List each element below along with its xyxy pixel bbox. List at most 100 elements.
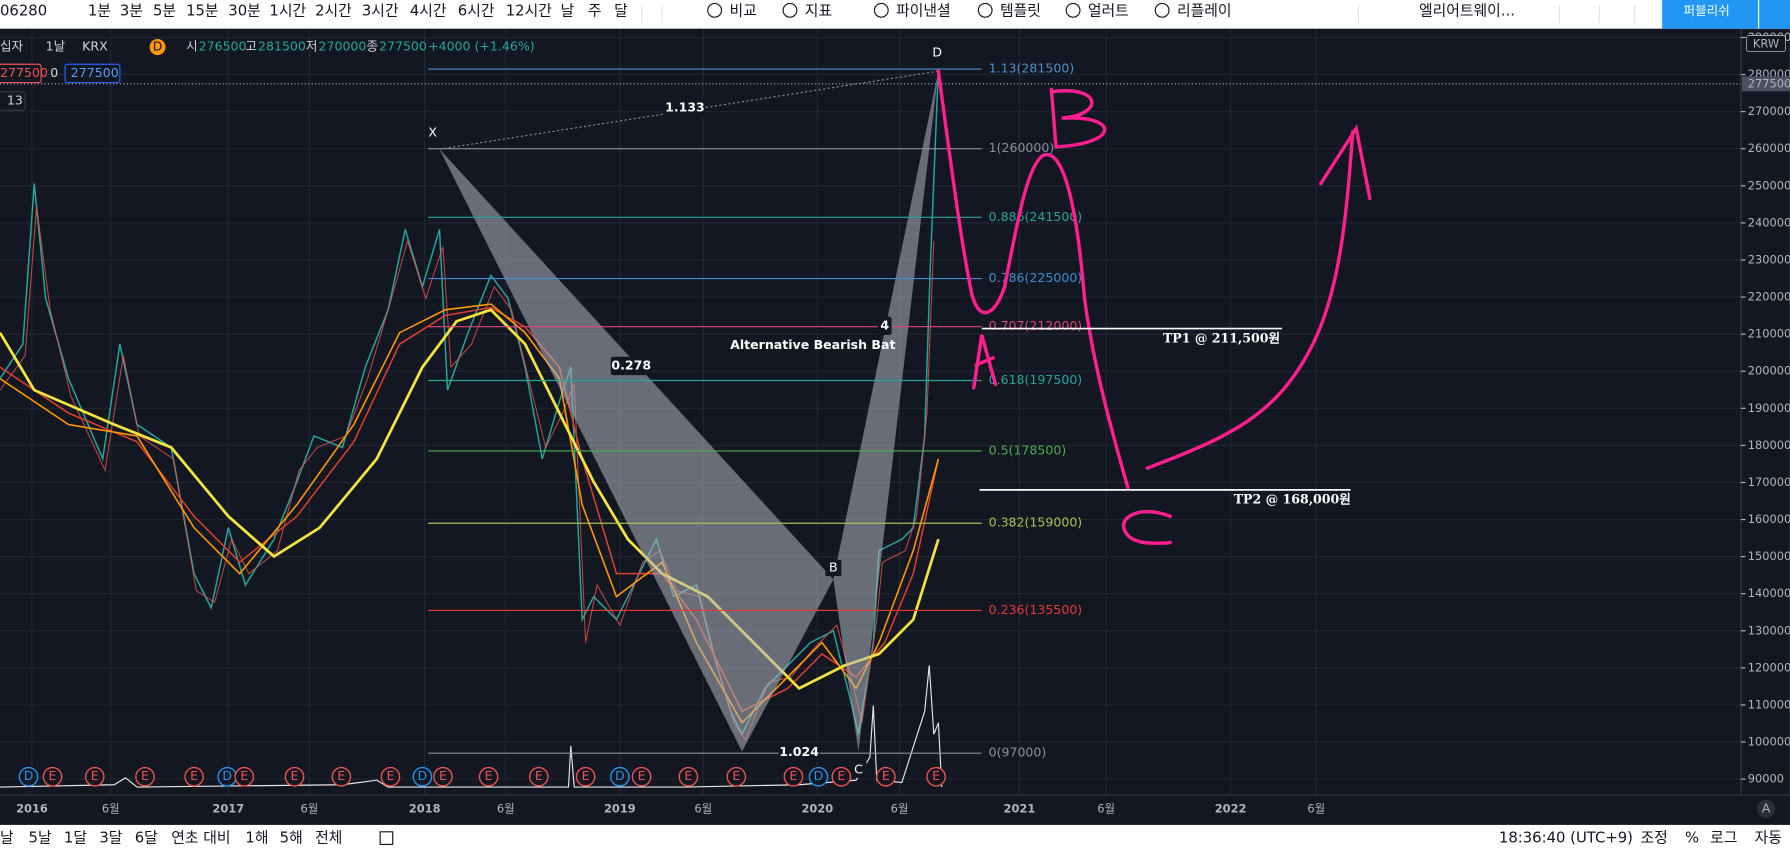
- input-value: 277500: [0, 65, 48, 80]
- interval-button[interactable]: 1시간: [269, 1, 306, 19]
- event-marker[interactable]: [42, 766, 63, 787]
- pattern-point-box: [825, 559, 842, 576]
- event-marker[interactable]: [433, 766, 453, 787]
- y-tick-label: 110000: [1748, 697, 1790, 711]
- x-tick-label: 2022: [1215, 801, 1247, 815]
- toolbar: [0, 0, 1790, 29]
- event-marker[interactable]: [808, 766, 829, 787]
- template-select[interactable]: 엘리어트웨이...: [1419, 1, 1515, 19]
- range-button[interactable]: 1해: [245, 829, 268, 847]
- event-marker[interactable]: [478, 766, 499, 787]
- range-button[interactable]: 6달: [135, 829, 158, 847]
- range-button[interactable]: 연초 대비: [171, 829, 230, 847]
- clock: 18:36:40 (UTC+9): [1499, 829, 1633, 847]
- event-label: E: [49, 768, 57, 783]
- y-tick-label: 220000: [1748, 290, 1790, 304]
- event-marker[interactable]: [380, 766, 401, 787]
- price-candles-down: [0, 206, 935, 742]
- option-button[interactable]: 로그: [1710, 829, 1737, 847]
- y-tick-label: 170000: [1748, 475, 1790, 489]
- interval-button[interactable]: 1분: [88, 1, 111, 19]
- event-marker[interactable]: [610, 766, 630, 787]
- pattern-ratio: 4: [880, 317, 889, 332]
- fib-label: 0.236(135500): [989, 602, 1083, 617]
- event-marker[interactable]: [831, 766, 852, 787]
- interval-button[interactable]: 주: [588, 1, 602, 19]
- indicator-count-box[interactable]: [0, 91, 26, 111]
- symbol[interactable]: 06280: [0, 1, 47, 19]
- pattern-point-box: [929, 44, 946, 61]
- toolbar-items: 1분 3분 5분 15분 30분 1시간 2시간 3시간 4시간 6시간 12시간 날 주 달 비교 지표 파이…: [88, 1, 1636, 23]
- interval-button[interactable]: 3시간: [362, 1, 399, 19]
- fib-label: 0(97000): [989, 745, 1047, 760]
- auto-scale-button[interactable]: [1756, 799, 1776, 819]
- event-marker[interactable]: [529, 766, 549, 787]
- event-marker[interactable]: [678, 766, 699, 787]
- toolbar-button[interactable]: 지표: [805, 1, 832, 19]
- interval-button[interactable]: 3분: [120, 1, 143, 19]
- ohlc-label: 종: [366, 39, 378, 54]
- event-marker[interactable]: [631, 766, 652, 787]
- range-button[interactable]: 1달: [64, 829, 87, 847]
- input-box[interactable]: [64, 63, 121, 84]
- x-tick-label: 6월: [1307, 801, 1325, 815]
- interval-button[interactable]: 2시간: [315, 1, 352, 19]
- event-marker[interactable]: [876, 766, 896, 787]
- event-marker[interactable]: [726, 766, 747, 787]
- ohlc-value: 277500: [379, 39, 427, 54]
- event-marker[interactable]: [18, 766, 39, 787]
- button-icon: [1154, 2, 1170, 18]
- event-marker[interactable]: [575, 766, 596, 787]
- range-button[interactable]: 전체: [315, 829, 342, 847]
- event-label: E: [337, 768, 345, 783]
- event-marker[interactable]: [135, 766, 155, 787]
- toolbar-button[interactable]: 리플레이: [1177, 1, 1232, 19]
- event-label: E: [141, 768, 149, 783]
- option-button[interactable]: %: [1685, 829, 1699, 847]
- event-marker[interactable]: [234, 766, 255, 787]
- interval-button[interactable]: 15분: [186, 1, 219, 19]
- toolbar-button[interactable]: 비교: [729, 1, 756, 19]
- interval-button[interactable]: 달: [614, 1, 628, 19]
- interval-button[interactable]: 6시간: [458, 1, 495, 19]
- interval-button[interactable]: 4시간: [410, 1, 447, 19]
- option-button[interactable]: 조정: [1640, 829, 1667, 847]
- calendar-icon[interactable]: [379, 831, 394, 845]
- pattern-labels: X B C D 1.133 0.278 1.024 4 Alternative Bearish …: [424, 44, 946, 778]
- range-button[interactable]: 5날: [29, 829, 52, 847]
- interval-button[interactable]: 5분: [153, 1, 176, 19]
- range-button[interactable]: 5해: [280, 829, 303, 847]
- legend-exchange: KRX: [82, 39, 108, 54]
- x-tick-label: 2020: [801, 801, 833, 815]
- event-label: E: [439, 768, 447, 783]
- y-tick-label: 120000: [1748, 660, 1790, 674]
- event-label: E: [291, 768, 299, 783]
- event-label: D: [814, 768, 824, 783]
- event-marker[interactable]: [926, 766, 946, 787]
- interval-button[interactable]: 날: [561, 1, 575, 19]
- interval-button[interactable]: 12시간: [506, 1, 552, 19]
- input-box[interactable]: [0, 63, 42, 84]
- event-label: E: [91, 768, 99, 783]
- toolbar-button[interactable]: 템플릿: [1000, 1, 1041, 19]
- interval-button[interactable]: 30분: [228, 1, 261, 19]
- toolbar-button[interactable]: 얼러트: [1088, 1, 1129, 19]
- range-button[interactable]: 3달: [99, 829, 122, 847]
- publish-button[interactable]: [1662, 0, 1759, 29]
- play-button[interactable]: [1759, 0, 1790, 29]
- event-marker[interactable]: [331, 766, 352, 787]
- toolbar-button[interactable]: 파이낸셜: [896, 1, 951, 19]
- event-marker[interactable]: [783, 766, 804, 787]
- currency-box: [1746, 35, 1786, 53]
- event-label: E: [386, 768, 394, 783]
- event-marker[interactable]: [284, 766, 305, 787]
- y-tick-label: 150000: [1748, 549, 1790, 563]
- event-marker[interactable]: [412, 766, 433, 787]
- event-marker[interactable]: [84, 766, 105, 787]
- range-button[interactable]: 날: [0, 829, 14, 847]
- option-button[interactable]: 자동: [1755, 829, 1782, 847]
- event-marker[interactable]: [184, 766, 204, 787]
- time-axis: [0, 795, 1790, 825]
